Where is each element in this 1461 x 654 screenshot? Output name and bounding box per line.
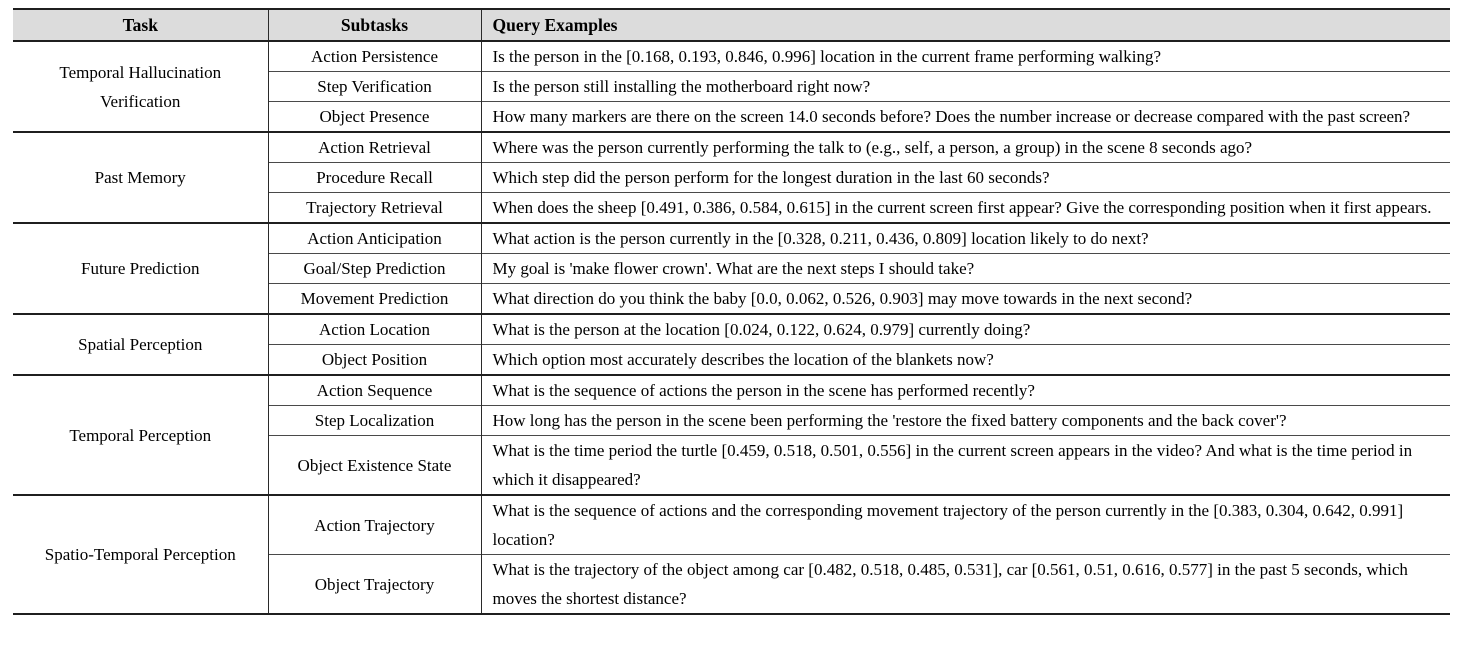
table-row: Object Existence State What is the time p… [13,435,1450,495]
subtask-cell: Action Retrieval [267,131,482,163]
query-cell: Which step did the person perform for th… [481,162,1450,193]
query-cell: Is the person in the [0.168, 0.193, 0.84… [481,40,1450,72]
table-row: Future Prediction Action Anticipation What… [13,222,1450,314]
table-row: Temporal Perception Action Sequence What i… [13,374,1450,495]
query-cell: What is the sequence of actions and the … [481,494,1450,555]
table-row: Past Memory Action Retrieval Where was the… [13,131,1450,223]
subtask-cell: Step Verification [267,71,482,102]
subtask-cell: Procedure Recall [267,162,482,193]
column-header-subtasks: Subtasks [267,9,482,42]
subtask-cell: Object Trajectory [267,554,482,614]
table-row: Object Position Which option most accurat… [13,344,1450,375]
subtask-cell: Object Presence [267,101,482,132]
query-cell: My goal is 'make flower crown'. What are… [481,253,1450,284]
table-header-row: Task Subtasks Query Examples [13,9,1450,42]
subtask-cell: Object Position [267,344,482,375]
table-row: Trajectory Retrieval When does the sheep … [13,192,1450,223]
query-cell: What is the trajectory of the object amo… [481,554,1450,614]
query-cell: Where was the person currently performin… [481,131,1450,163]
table-row: Movement Prediction What direction do you… [13,283,1450,314]
query-cell: What is the sequence of actions the pers… [481,374,1450,406]
query-cell: What action is the person currently in t… [481,222,1450,254]
table-row: Spatial Perception Action Location What is… [13,313,1450,375]
column-header-query-examples: Query Examples [481,9,1450,42]
task-cell: Temporal Hallucination Verification [13,40,268,132]
query-cell: What direction do you think the baby [0.… [481,283,1450,314]
query-cell: When does the sheep [0.491, 0.386, 0.584… [481,192,1450,223]
task-cell: Past Memory [13,131,268,223]
subtask-cell: Action Anticipation [267,222,482,254]
paper-table-container: Task Subtasks Query Examples Temporal Ha… [13,8,1450,615]
subtask-cell: Action Trajectory [267,494,482,555]
table-row: Object Trajectory What is the trajectory … [13,554,1450,614]
query-examples-table: Task Subtasks Query Examples Temporal Ha… [13,8,1450,615]
table-row: Step Localization How long has the person… [13,405,1450,436]
query-cell: How many markers are there on the screen… [481,101,1450,132]
task-cell: Temporal Perception [13,374,268,495]
subtask-cell: Goal/Step Prediction [267,253,482,284]
table-body: Temporal Hallucination Verification Actio… [13,40,1450,614]
table-row: Goal/Step Prediction My goal is 'make flo… [13,253,1450,284]
query-cell: Which option most accurately describes t… [481,344,1450,375]
query-cell: What is the time period the turtle [0.45… [481,435,1450,495]
subtask-cell: Step Localization [267,405,482,436]
table-row: Procedure Recall Which step did the perso… [13,162,1450,193]
query-cell: Is the person still installing the mothe… [481,71,1450,102]
subtask-cell: Trajectory Retrieval [267,192,482,223]
column-header-task: Task [13,9,268,42]
task-cell: Spatio-Temporal Perception [13,494,268,614]
query-cell: What is the person at the location [0.02… [481,313,1450,345]
table-row: Step Verification Is the person still ins… [13,71,1450,102]
subtask-cell: Object Existence State [267,435,482,495]
task-cell: Future Prediction [13,222,268,314]
subtask-cell: Action Persistence [267,40,482,72]
task-cell: Spatial Perception [13,313,268,375]
subtask-cell: Action Location [267,313,482,345]
subtask-cell: Action Sequence [267,374,482,406]
table-row: Spatio-Temporal Perception Action Traject… [13,494,1450,614]
table-row: Temporal Hallucination Verification Actio… [13,40,1450,132]
query-cell: How long has the person in the scene bee… [481,405,1450,436]
subtask-cell: Movement Prediction [267,283,482,314]
table-row: Object Presence How many markers are ther… [13,101,1450,132]
